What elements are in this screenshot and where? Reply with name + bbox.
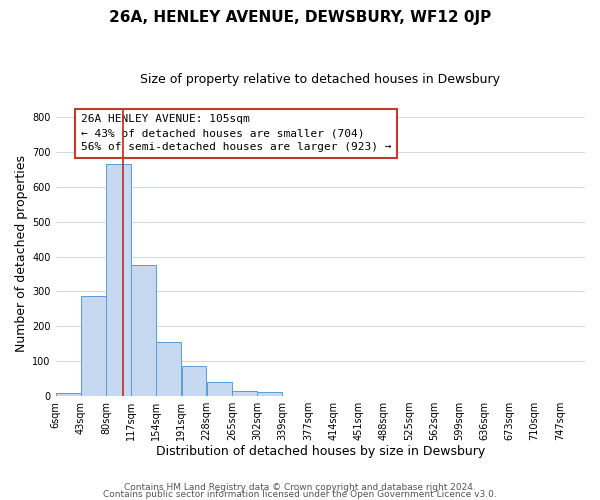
Title: Size of property relative to detached houses in Dewsbury: Size of property relative to detached ho… — [140, 72, 500, 86]
Bar — [56, 393, 80, 396]
Bar — [81, 296, 106, 396]
Bar — [232, 392, 257, 396]
Bar — [207, 382, 232, 396]
Bar — [182, 366, 206, 396]
Text: 26A HENLEY AVENUE: 105sqm
← 43% of detached houses are smaller (704)
56% of semi: 26A HENLEY AVENUE: 105sqm ← 43% of detac… — [81, 114, 391, 152]
Bar — [157, 342, 181, 396]
Text: Contains HM Land Registry data © Crown copyright and database right 2024.: Contains HM Land Registry data © Crown c… — [124, 484, 476, 492]
Bar — [131, 265, 156, 396]
Bar — [106, 164, 131, 396]
Text: Contains public sector information licensed under the Open Government Licence v3: Contains public sector information licen… — [103, 490, 497, 499]
Text: 26A, HENLEY AVENUE, DEWSBURY, WF12 0JP: 26A, HENLEY AVENUE, DEWSBURY, WF12 0JP — [109, 10, 491, 25]
Bar — [257, 392, 282, 396]
X-axis label: Distribution of detached houses by size in Dewsbury: Distribution of detached houses by size … — [155, 444, 485, 458]
Y-axis label: Number of detached properties: Number of detached properties — [15, 154, 28, 352]
